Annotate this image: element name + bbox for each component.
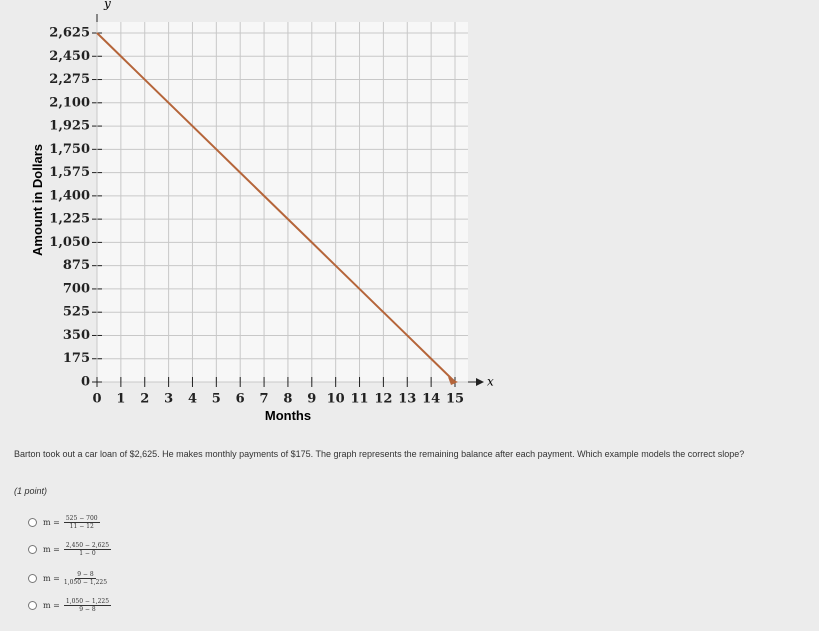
option[interactable]: m = 1,050 − 1,225 9 − 8	[28, 598, 112, 613]
y-tick-label: 1,400	[49, 188, 90, 203]
x-tick-label: 0	[92, 392, 101, 407]
radio[interactable]	[28, 601, 37, 610]
radio[interactable]	[28, 518, 37, 527]
y-tick-label: 1,050	[49, 235, 90, 250]
x-tick-label: 4	[188, 392, 197, 407]
fraction: 1,050 − 1,225 9 − 8	[63, 598, 112, 613]
numerator: 2,450 − 2,625	[63, 542, 112, 550]
x-tick-label: 9	[307, 392, 316, 407]
y-tick-label: 875	[63, 258, 90, 273]
x-axis-letter: x	[487, 375, 494, 389]
denominator: 1 − 0	[79, 550, 96, 557]
x-tick-label: 5	[212, 392, 221, 407]
fraction: 2,450 − 2,625 1 − 0	[63, 542, 112, 557]
line-arrow	[448, 377, 458, 385]
y-tick-label: 2,450	[49, 49, 90, 64]
radio[interactable]	[28, 574, 37, 583]
x-axis-label: Months	[265, 408, 311, 423]
x-tick-label: 1	[116, 392, 125, 407]
fraction: 525 − 700 11 − 12	[63, 515, 100, 530]
y-tick-label: 1,750	[49, 142, 90, 157]
x-tick-label: 12	[374, 392, 392, 407]
y-tick-label: 1,575	[49, 165, 90, 180]
y-tick-label: 350	[63, 328, 90, 343]
y-tick-label: 175	[63, 351, 90, 366]
x-tick-label: 6	[236, 392, 245, 407]
data-line	[96, 32, 456, 383]
x-tick-label: 11	[350, 392, 368, 407]
y-tick-label: 2,100	[49, 95, 90, 110]
x-tick-label: 15	[446, 392, 464, 407]
y-tick-label: 1,225	[49, 212, 90, 227]
x-tick-label: 7	[260, 392, 269, 407]
option-lhs: m =	[43, 574, 60, 583]
y-tick-label: 2,625	[49, 26, 90, 41]
chart: Months Amount in Dollars x y 01753505257…	[30, 0, 494, 423]
option-lhs: m =	[43, 545, 60, 554]
numerator: 525 − 700	[63, 515, 100, 523]
denominator: 9 − 8	[79, 606, 96, 613]
y-tick-label: 0	[81, 375, 90, 390]
y-tick-label: 2,275	[49, 72, 90, 87]
fraction: 9 − 8 1,050 − 1,225	[64, 571, 107, 586]
option[interactable]: m = 2,450 − 2,625 1 − 0	[28, 542, 112, 557]
x-arrow	[476, 378, 484, 386]
x-tick-label: 13	[398, 392, 416, 407]
x-tick-label: 8	[283, 392, 292, 407]
y-tick-label: 1,925	[49, 119, 90, 134]
denominator: 11 − 12	[69, 523, 94, 530]
x-tick-label: 3	[164, 392, 173, 407]
option[interactable]: m = 525 − 700 11 − 12	[28, 515, 100, 530]
denominator: 1,050 − 1,225	[63, 579, 108, 586]
numerator: 1,050 − 1,225	[63, 598, 112, 606]
plot-area	[97, 22, 468, 382]
y-axis-label: Amount in Dollars	[30, 144, 45, 256]
y-axis-letter: y	[103, 0, 111, 11]
option-lhs: m =	[43, 518, 60, 527]
option[interactable]: m = 9 − 8 1,050 − 1,225	[28, 571, 107, 586]
numerator: 9 − 8	[75, 571, 96, 579]
y-tick-label: 525	[63, 305, 90, 320]
x-tick-label: 14	[422, 392, 440, 407]
y-tick-label: 700	[63, 281, 90, 296]
x-tick-label: 2	[140, 392, 149, 407]
option-lhs: m =	[43, 601, 60, 610]
x-tick-label: 10	[327, 392, 345, 407]
radio[interactable]	[28, 545, 37, 554]
question: Barton took out a car loan of $2,625. He…	[14, 449, 745, 459]
points: (1 point)	[14, 486, 48, 496]
